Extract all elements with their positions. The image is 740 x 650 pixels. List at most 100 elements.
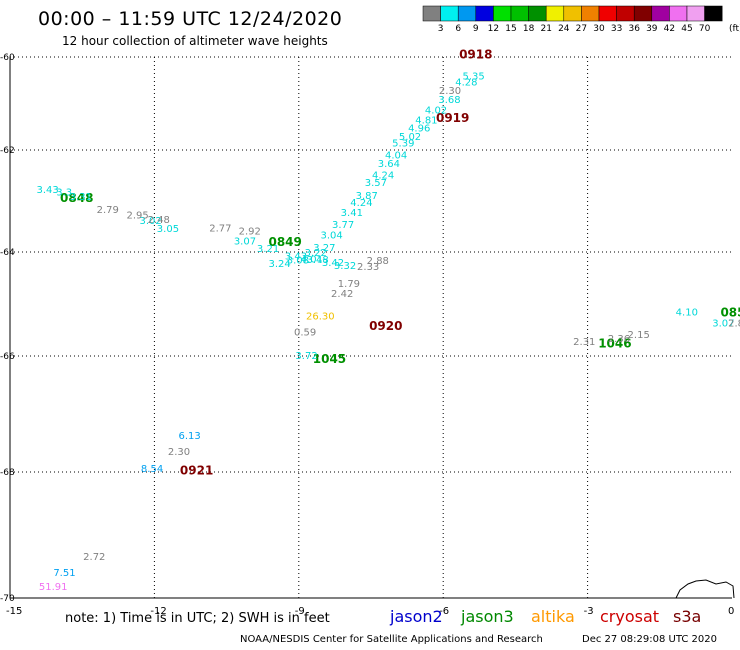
pass-time-label: 0921	[180, 464, 213, 478]
color-scale-swatch	[704, 5, 723, 22]
wave-height-label: 2.36	[608, 334, 630, 345]
wave-height-label: 3.64	[378, 159, 400, 170]
color-scale-swatch	[598, 5, 617, 22]
color-scale-tick: 39	[646, 24, 658, 34]
grid	[10, 56, 732, 598]
color-scale-tick: 27	[576, 24, 587, 34]
color-scale-tick: 18	[523, 24, 535, 34]
wave-height-label: 2.15	[628, 330, 650, 341]
pass-time-label: 0848	[60, 191, 93, 205]
y-tick-label: -68	[0, 468, 15, 478]
wave-height-label: 3.21	[257, 244, 279, 255]
satellite-jason2: jason2	[390, 607, 443, 626]
wave-height-label: 4.81	[415, 115, 437, 126]
footer-note: note: 1) Time is in UTC; 2) SWH is in fe…	[65, 611, 330, 626]
x-tick-label: 0	[728, 606, 734, 617]
color-scale-swatch	[669, 5, 688, 22]
y-tick-label: -64	[0, 248, 15, 258]
wave-height-label: 3.68	[438, 95, 460, 106]
axes: -15 -12 -9 -6 -3 0 -60 -62 -64 -66 -68 -70	[0, 53, 734, 617]
color-scale-unit: (ft)	[729, 24, 740, 34]
page-subtitle: 12 hour collection of altimeter wave hei…	[62, 34, 328, 48]
wave-height-label: 4.04	[385, 151, 407, 162]
wave-height-label: 3.27	[313, 243, 335, 254]
wave-height-label: 2.88	[367, 256, 389, 267]
y-tick-label: -62	[0, 146, 15, 156]
wave-height-label: 7.51	[53, 568, 75, 579]
color-scale-swatch	[563, 5, 582, 22]
pass-time-label: 1046	[598, 337, 631, 351]
x-tick-label: -9	[295, 606, 305, 617]
wave-height-label: 3.05	[157, 224, 179, 235]
wave-height-label: 0.59	[294, 328, 316, 339]
color-scale-swatch	[581, 5, 600, 22]
color-scale-tick: 3	[438, 24, 444, 34]
wave-height-label: 2.92	[239, 227, 261, 238]
color-scale-swatch	[440, 5, 459, 22]
wave-height-label: 3.08	[287, 255, 309, 266]
color-scale-tick: 15	[505, 24, 516, 34]
coastline	[675, 579, 735, 599]
color-scale-swatch	[528, 5, 547, 22]
color-scale-tick: 42	[664, 24, 675, 34]
x-tick-label: -3	[584, 606, 594, 617]
wave-height-label: 2.79	[97, 205, 119, 216]
wave-height-label: 3.07	[712, 318, 734, 329]
pass-time-label: 0919	[436, 111, 469, 125]
wave-height-label: 6.13	[178, 431, 200, 442]
pass-time-label: 0918	[459, 47, 492, 61]
color-scale: 3 6 9 12 15 18 21 24 27 30 33 36 39 42 45 70	[422, 5, 723, 34]
color-scale-swatch	[457, 5, 477, 22]
y-tick-label: -66	[0, 352, 15, 362]
satellite-s3a: s3a	[673, 607, 702, 626]
wave-height-label: 3.77	[332, 220, 354, 231]
wave-height-label: 4.24	[372, 171, 394, 182]
color-scale-swatch	[545, 5, 565, 22]
wave-height-label: 4.10	[676, 307, 698, 318]
satellite-altika: altika	[531, 607, 575, 626]
wave-height-label: 2.31	[573, 337, 595, 348]
wave-height-label: 3.3	[56, 187, 72, 198]
color-scale-swatch	[686, 5, 705, 22]
color-scale-tick: 30	[593, 24, 605, 34]
wave-height-label: 5.35	[462, 71, 484, 82]
wave-height-label: 2.33	[357, 262, 379, 273]
pass-time-label: 0920	[369, 319, 402, 333]
wave-height-label: 2.30	[439, 86, 461, 97]
color-scale-tick: 21	[540, 24, 551, 34]
wave-height-label: 26.30	[306, 312, 335, 323]
color-scale-tick: 36	[628, 24, 640, 34]
color-scale-tick: 12	[488, 24, 499, 34]
page-title: 00:00 – 11:59 UTC 12/24/2020	[38, 8, 343, 30]
wave-height-label: 2.48	[148, 215, 170, 226]
wave-height-label: 4.01	[301, 254, 323, 265]
credit-line: NOAA/NESDIS Center for Satellite Applica…	[240, 634, 543, 645]
color-scale-tick: 45	[681, 24, 692, 34]
color-scale-tick: 33	[611, 24, 622, 34]
wave-height-label: 3.57	[365, 178, 387, 189]
wave-height-label: 3.41	[341, 208, 363, 219]
wave-height-label: 3.48	[307, 255, 329, 266]
wave-height-label: 1.79	[338, 279, 360, 290]
color-scale-swatch	[510, 5, 529, 22]
wave-height-label: 4.02	[425, 105, 447, 116]
wave-height-label: 2.8	[728, 318, 740, 329]
wave-height-label: 3.87	[356, 191, 378, 202]
wave-height-label: 2.30	[168, 447, 190, 458]
wave-height-label: 8.54	[141, 464, 163, 475]
pass-time-label: 1045	[313, 352, 346, 366]
wave-height-label: 5.02	[399, 132, 421, 143]
wave-height-label: 3.24	[268, 259, 290, 270]
wave-height-label: 3.02	[139, 216, 161, 227]
generated-timestamp: Dec 27 08:29:08 UTC 2020	[582, 634, 717, 645]
color-scale-swatch	[616, 5, 635, 22]
wave-height-label: 3.04	[320, 231, 342, 242]
x-tick-label: -12	[150, 606, 166, 617]
wave-height-label: 3.43	[285, 251, 307, 262]
satellite-cryosat: cryosat	[600, 607, 660, 626]
wave-height-label: 2.77	[209, 224, 231, 235]
pass-time-label: 0850	[720, 305, 740, 319]
wave-height-label: 3.32	[334, 261, 356, 272]
